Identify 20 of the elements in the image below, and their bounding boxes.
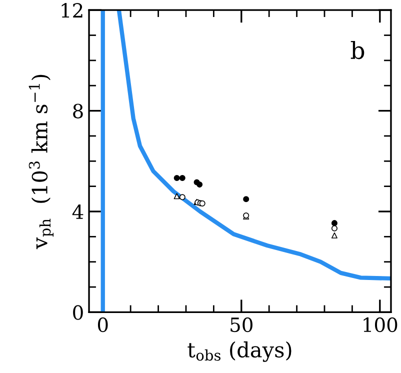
x-axis-title: t$_{obs}$ (days) <box>188 341 292 362</box>
line-series <box>116 10 391 281</box>
point <box>196 182 203 188</box>
point <box>331 225 338 232</box>
x-tick-label: 50 <box>230 317 252 332</box>
y-axis-title: v$_{ph}$ (10$^{3}$ km s$^{−1}$) <box>28 74 54 250</box>
y-tick-label: 12 <box>62 3 82 18</box>
x-tick-label: 0 <box>98 317 108 332</box>
point <box>174 174 180 182</box>
point <box>331 220 338 226</box>
y-tick-label: 4 <box>72 204 84 219</box>
y-tick-label: 0 <box>73 305 83 320</box>
point <box>243 196 250 202</box>
point <box>179 194 186 200</box>
point <box>331 232 338 238</box>
x-tick-label: 100 <box>364 317 398 332</box>
y-tick-label: 8 <box>73 104 83 118</box>
point <box>179 174 186 182</box>
point <box>174 193 180 200</box>
annotation: b <box>350 40 364 60</box>
